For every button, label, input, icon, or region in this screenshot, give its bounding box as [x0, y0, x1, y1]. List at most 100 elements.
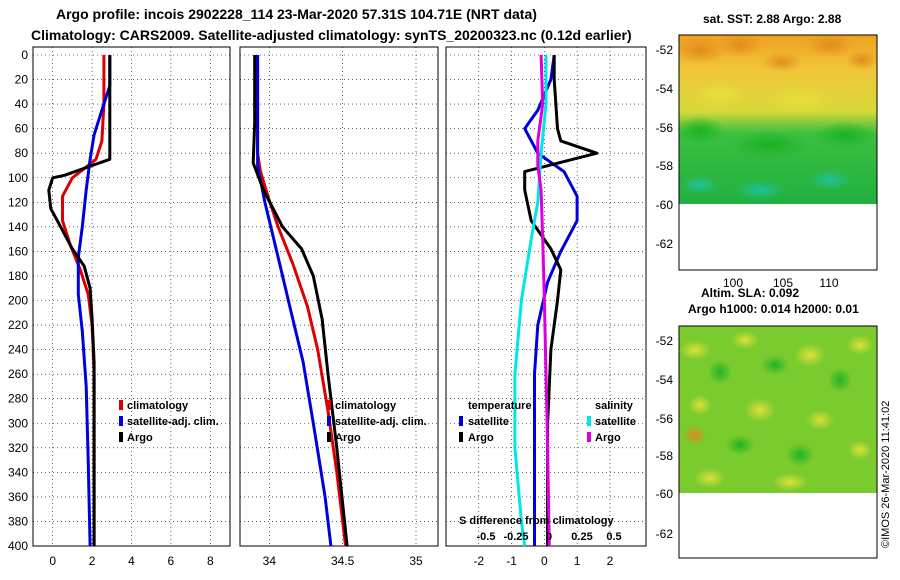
- sst-map-lon-labels: 100 105 110: [723, 276, 839, 290]
- depth-tick-label: 140: [8, 220, 28, 234]
- sst-lat-label: -54: [656, 82, 674, 96]
- x-tick-label: 4: [128, 554, 135, 568]
- difference-series: [513, 54, 599, 547]
- series-line-satellite: [513, 55, 548, 547]
- legend-swatch-climatology: [327, 400, 331, 410]
- salinity-grid: [240, 47, 438, 547]
- sla-map-lat-labels: -52 -54 -56 -58 -60 -62: [656, 334, 674, 541]
- depth-tick-label: 100: [8, 171, 28, 185]
- x-tick-label: -2: [473, 554, 484, 568]
- sst-lat-label: -56: [656, 121, 674, 135]
- series-line-argo: [251, 55, 349, 547]
- salinity-difference-tick: 0.25: [571, 531, 592, 543]
- legend-temperature-title: temperature: [468, 400, 532, 412]
- legend-argo: Argo: [335, 432, 361, 444]
- sla-lat-label: -58: [656, 449, 674, 463]
- depth-tick-label: 80: [15, 146, 29, 160]
- sla-lat-label: -54: [656, 373, 674, 387]
- sla-map-frame: [678, 325, 878, 559]
- x-tick-label: 34.5: [331, 554, 355, 568]
- salinity-panel-frame: [239, 46, 439, 547]
- salinity-difference-tick: -0.5: [477, 531, 496, 543]
- sst-lon-label: 105: [773, 276, 793, 290]
- series-line-argo: [523, 55, 599, 546]
- series-line-climatology: [256, 55, 348, 547]
- legend-sal-argo: Argo: [595, 432, 621, 444]
- sla-lat-label: -60: [656, 487, 674, 501]
- difference-panel-frame: [445, 46, 647, 547]
- depth-tick-label: 20: [15, 73, 29, 87]
- legend-swatch-temp-argo: [459, 432, 463, 442]
- sst-lon-label: 100: [723, 276, 743, 290]
- salinity-difference-tick: 0.5: [606, 531, 621, 543]
- legend-swatch-argo: [327, 432, 331, 442]
- depth-tick-label: 180: [8, 269, 28, 283]
- legend-climatology: climatology: [335, 400, 397, 412]
- depth-tick-label: 40: [15, 97, 29, 111]
- legend-swatch-climatology: [119, 400, 123, 410]
- sst-lat-label: -62: [656, 237, 674, 251]
- legend-temp-satellite: satellite: [468, 416, 509, 428]
- sla-lat-label: -62: [656, 527, 674, 541]
- legend-swatch-argo: [119, 432, 123, 442]
- title-line-1: Argo profile: incois 2902228_114 23-Mar-…: [56, 6, 537, 22]
- depth-tick-label: 340: [8, 465, 28, 479]
- legend-temp-argo: Argo: [468, 432, 494, 444]
- series-line-satellite-adj-clim-: [256, 55, 333, 547]
- depth-tick-label: 280: [8, 392, 28, 406]
- depth-tick-label: 60: [15, 122, 29, 136]
- depth-tick-label: 400: [8, 539, 28, 553]
- x-tick-label: 1: [574, 554, 581, 568]
- sst-map-title: sat. SST: 2.88 Argo: 2.88: [703, 12, 842, 26]
- salinity-difference-tick: -0.25: [503, 531, 528, 543]
- x-tick-label: 0: [49, 554, 56, 568]
- title-line-2: Climatology: CARS2009. Satellite-adjuste…: [31, 27, 632, 43]
- legend-climatology: climatology: [127, 400, 189, 412]
- depth-tick-label: 240: [8, 343, 28, 357]
- credit-text: ©IMOS 26-Mar-2020 11:41:02: [880, 401, 892, 548]
- depth-tick-label: 0: [21, 48, 28, 62]
- legend-sal-satellite: satellite: [595, 416, 636, 428]
- legend-argo: Argo: [127, 432, 153, 444]
- depth-tick-label: 380: [8, 514, 28, 528]
- salinity-difference-ticks: -0.5 -0.25 0 0.25 0.5: [477, 531, 622, 543]
- legend-swatch-temp-satellite: [459, 416, 463, 426]
- legend-satellite-adj: satellite-adj. clim.: [127, 416, 219, 428]
- x-tick-label: 34: [263, 554, 277, 568]
- sst-map-frame: [678, 34, 878, 271]
- salinity-axis-labels: 34 34.5 35: [263, 554, 423, 568]
- temperature-legend: climatology satellite-adj. clim. Argo: [119, 400, 219, 444]
- x-tick-label: 0: [541, 554, 548, 568]
- sst-map: [679, 35, 877, 204]
- sla-lat-label: -52: [656, 334, 674, 348]
- sst-map-lat-labels: -52 -54 -56 -58 -60 -62: [656, 43, 674, 251]
- x-tick-label: 2: [89, 554, 96, 568]
- legend-satellite-adj: satellite-adj. clim.: [335, 416, 427, 428]
- difference-xlabel: S difference from climatology: [459, 515, 615, 527]
- sst-lon-label: 110: [819, 276, 838, 290]
- legend-swatch-satellite: [119, 416, 123, 426]
- series-line-satellite-adj-clim-: [76, 55, 112, 547]
- series-line-satellite: [523, 54, 579, 546]
- temperature-series: [47, 55, 112, 547]
- x-tick-label: 2: [607, 554, 614, 568]
- difference-legend: temperature satellite Argo salinity sate…: [459, 400, 636, 444]
- series-line-argo: [536, 54, 551, 547]
- difference-axis-labels: -2 -1 0 1 2: [473, 554, 613, 568]
- sst-lat-label: -58: [656, 159, 674, 173]
- x-tick-label: 35: [409, 554, 423, 568]
- depth-tick-label: 320: [8, 441, 28, 455]
- x-tick-label: 6: [168, 554, 175, 568]
- salinity-difference-tick: 0: [546, 531, 552, 543]
- depth-tick-label: 360: [8, 490, 28, 504]
- depth-tick-label: 200: [8, 294, 28, 308]
- difference-grid: [446, 47, 646, 547]
- salinity-series: [251, 55, 349, 547]
- sst-lat-label: -52: [656, 43, 674, 57]
- salinity-legend: climatology satellite-adj. clim. Argo: [327, 400, 427, 444]
- sla-lat-label: -56: [656, 412, 674, 426]
- legend-swatch-sal-argo: [587, 432, 591, 442]
- depth-tick-label: 220: [8, 318, 28, 332]
- temperature-axis-labels: 0 2 4 6 8: [49, 554, 214, 568]
